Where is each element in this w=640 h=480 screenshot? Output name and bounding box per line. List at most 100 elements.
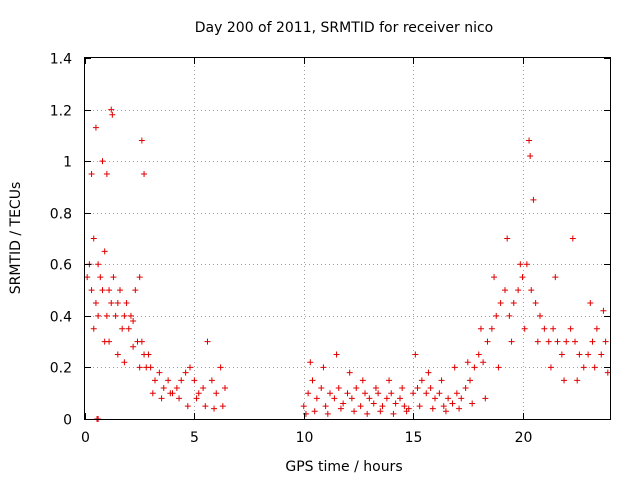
data-point — [331, 395, 338, 402]
data-point — [136, 364, 143, 371]
data-point — [491, 274, 498, 281]
data-point — [416, 403, 423, 410]
data-point — [427, 385, 434, 392]
data-point — [423, 390, 430, 397]
data-point — [167, 390, 174, 397]
data-point — [95, 261, 102, 268]
data-point — [195, 390, 202, 397]
data-point — [572, 338, 578, 345]
data-point — [442, 408, 449, 415]
data-point — [327, 390, 333, 397]
data-point — [484, 338, 491, 345]
data-point — [561, 377, 568, 384]
data-point — [602, 338, 609, 345]
data-point — [156, 369, 163, 376]
data-point — [348, 395, 355, 402]
data-point — [219, 403, 226, 410]
data-point — [138, 338, 145, 345]
data-point — [604, 369, 611, 376]
data-point — [502, 287, 508, 294]
data-point — [552, 274, 559, 281]
data-point — [208, 377, 215, 384]
data-point — [320, 364, 327, 371]
data-point — [451, 364, 458, 371]
data-point — [449, 400, 456, 407]
y-tick-label: 0 — [63, 413, 72, 429]
data-point — [130, 343, 137, 350]
data-point — [425, 369, 432, 376]
data-point — [112, 312, 119, 319]
data-point — [593, 325, 600, 332]
data-point — [550, 325, 557, 332]
data-point — [598, 351, 605, 358]
data-point — [429, 405, 436, 412]
data-point — [333, 351, 340, 358]
data-point — [517, 261, 524, 268]
data-point — [138, 137, 145, 144]
data-point — [202, 403, 209, 410]
y-tick-label: 0.6 — [50, 258, 72, 274]
data-point — [366, 395, 373, 402]
data-point — [187, 364, 193, 371]
data-point — [493, 312, 500, 319]
data-point — [589, 338, 596, 345]
data-point — [504, 235, 511, 242]
data-point — [318, 385, 325, 392]
data-point — [117, 287, 123, 294]
data-point — [340, 400, 347, 407]
data-point — [534, 338, 541, 345]
data-point — [313, 395, 320, 402]
data-point — [136, 274, 143, 281]
data-point — [114, 299, 121, 306]
x-axis-label: GPS time / hours — [285, 459, 402, 475]
x-tick-label: 20 — [515, 430, 533, 446]
plot-frame — [84, 57, 611, 420]
data-point — [477, 325, 484, 332]
data-point — [92, 299, 99, 306]
data-point — [109, 111, 116, 118]
data-point — [462, 385, 469, 392]
data-point — [467, 377, 473, 384]
data-point — [322, 403, 329, 410]
data-point — [445, 395, 452, 402]
x-tick-label: 10 — [296, 430, 314, 446]
data-point — [370, 400, 377, 407]
data-point — [488, 325, 495, 332]
data-point — [121, 359, 128, 366]
data-point — [101, 248, 108, 255]
data-point — [353, 385, 360, 392]
data-point — [173, 385, 180, 392]
data-point — [587, 299, 594, 306]
data-point — [515, 287, 522, 294]
data-point — [311, 408, 318, 415]
y-tick-label: 1.4 — [50, 52, 72, 68]
data-point — [475, 351, 482, 358]
x-tick-label: 5 — [190, 430, 199, 446]
data-point — [193, 395, 200, 402]
data-point — [359, 377, 366, 384]
data-point — [106, 287, 113, 294]
data-point — [346, 369, 353, 376]
data-point — [401, 403, 408, 410]
data-point — [149, 390, 156, 397]
chart-title: Day 200 of 2011, SRMTID for receiver nic… — [195, 20, 493, 36]
data-point — [527, 152, 534, 159]
data-point — [495, 364, 502, 371]
data-point — [88, 171, 95, 178]
data-point — [580, 364, 587, 371]
data-point — [526, 137, 533, 144]
x-tick-labels: 0 5 10 15 20 — [81, 430, 532, 446]
data-point — [372, 385, 379, 392]
data-point — [110, 274, 117, 281]
data-point — [510, 299, 517, 306]
y-axis-label: SRMTID / TECUs — [8, 182, 24, 295]
data-point — [399, 385, 406, 392]
data-point — [130, 318, 137, 325]
data-point — [410, 390, 417, 397]
data-point — [576, 351, 583, 358]
data-point — [302, 410, 309, 417]
data-point — [558, 351, 565, 358]
data-point — [469, 400, 476, 407]
data-point — [480, 359, 487, 366]
